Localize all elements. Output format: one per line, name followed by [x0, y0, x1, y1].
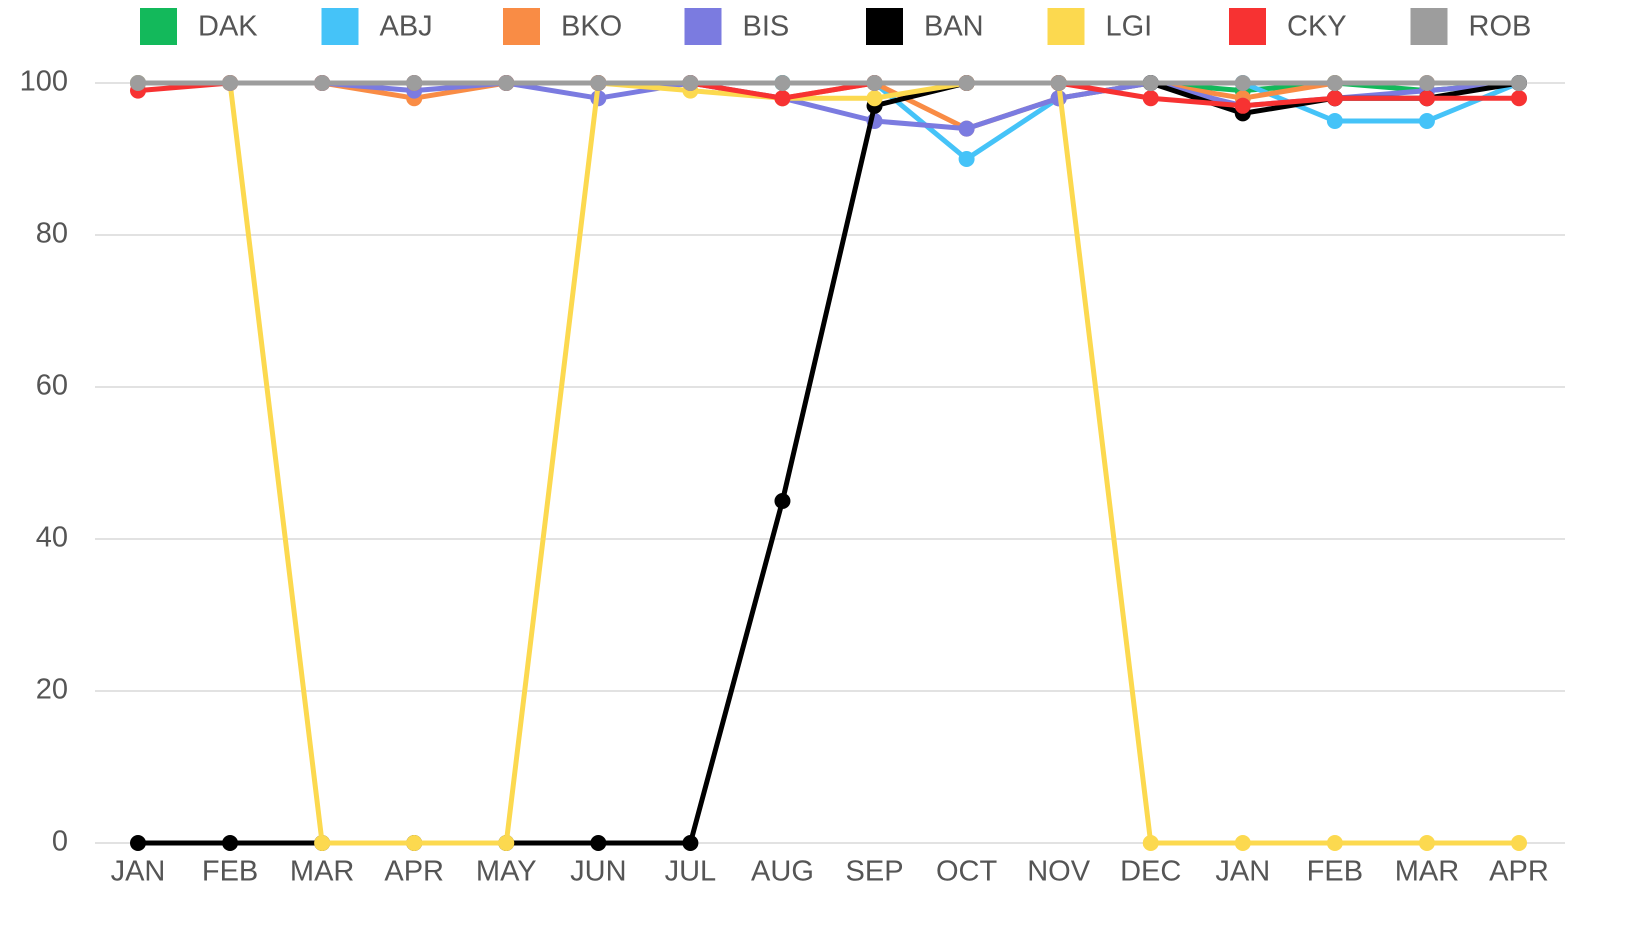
x-tick-label: JAN	[111, 856, 166, 888]
data-point	[1418, 90, 1435, 107]
data-point	[1234, 835, 1251, 851]
data-point	[958, 120, 975, 137]
data-point	[682, 835, 699, 851]
data-point	[1511, 75, 1527, 91]
data-point	[1418, 113, 1435, 129]
data-point	[1326, 90, 1343, 107]
legend-label: BAN	[924, 11, 984, 43]
data-point	[1326, 75, 1343, 91]
data-point	[958, 151, 975, 167]
data-point	[1234, 75, 1251, 91]
x-tick-label: DEC	[1120, 856, 1181, 888]
data-point	[1511, 835, 1527, 851]
data-point	[866, 75, 883, 91]
x-tick-label: JUN	[570, 856, 626, 888]
data-point	[498, 835, 515, 851]
data-point	[1418, 835, 1435, 851]
legend-swatch	[1410, 8, 1448, 45]
legend-swatch	[866, 8, 903, 45]
data-point	[1418, 75, 1435, 91]
data-point	[774, 493, 791, 509]
legend-label: ABJ	[380, 11, 433, 43]
series-line	[138, 80, 1520, 162]
data-point	[130, 835, 146, 851]
data-point	[1142, 835, 1159, 851]
data-point	[1326, 835, 1343, 851]
y-tick-label: 60	[36, 370, 68, 402]
data-point	[1326, 113, 1343, 129]
x-tick-label: SEP	[846, 856, 904, 888]
legend-label: BIS	[743, 11, 790, 43]
data-point	[1050, 75, 1067, 91]
legend-swatch	[1047, 8, 1085, 45]
data-point	[1142, 90, 1159, 107]
y-tick-label: 20	[36, 674, 68, 706]
x-tick-label: OCT	[936, 856, 998, 888]
legend-label: CKY	[1287, 11, 1347, 43]
y-tick-label: 80	[36, 218, 68, 250]
data-point	[590, 835, 607, 851]
series-line	[138, 80, 1520, 846]
legend-swatch	[503, 8, 540, 45]
x-tick-label: MAY	[476, 856, 537, 888]
x-tick-label: JAN	[1215, 856, 1270, 888]
x-tick-label: APR	[384, 856, 444, 888]
data-point	[222, 75, 239, 91]
data-point	[1142, 75, 1159, 91]
data-point	[866, 90, 883, 107]
legend-swatch	[684, 8, 722, 45]
legend-label: DAK	[198, 11, 258, 43]
data-point	[498, 75, 515, 91]
legend-swatch	[1229, 8, 1266, 45]
y-tick-label: 0	[52, 826, 68, 858]
x-tick-label: FEB	[202, 856, 258, 888]
data-point	[958, 75, 975, 91]
data-point	[130, 75, 146, 91]
y-tick-label: 40	[36, 522, 68, 554]
data-point	[682, 75, 699, 91]
data-point	[314, 75, 331, 91]
data-point	[590, 75, 607, 91]
series-line	[138, 80, 1519, 846]
data-point	[1511, 90, 1527, 107]
legend-swatch	[140, 8, 177, 45]
data-point	[774, 90, 791, 107]
x-tick-label: NOV	[1027, 856, 1091, 888]
data-point	[222, 835, 239, 851]
x-tick-label: MAR	[1395, 856, 1459, 888]
legend-swatch	[321, 8, 359, 45]
x-tick-label: APR	[1489, 856, 1549, 888]
data-point	[406, 75, 423, 91]
data-point	[774, 75, 791, 91]
legend-label: ROB	[1469, 11, 1532, 43]
data-point	[406, 835, 423, 851]
y-tick-label: 100	[20, 66, 68, 98]
legend-label: BKO	[561, 11, 622, 43]
data-point	[314, 835, 331, 851]
x-tick-label: JUL	[665, 856, 717, 888]
x-tick-label: MAR	[290, 856, 354, 888]
x-tick-label: AUG	[751, 856, 814, 888]
x-tick-label: FEB	[1307, 856, 1363, 888]
data-point	[1234, 97, 1251, 114]
legend-label: LGI	[1106, 11, 1153, 43]
